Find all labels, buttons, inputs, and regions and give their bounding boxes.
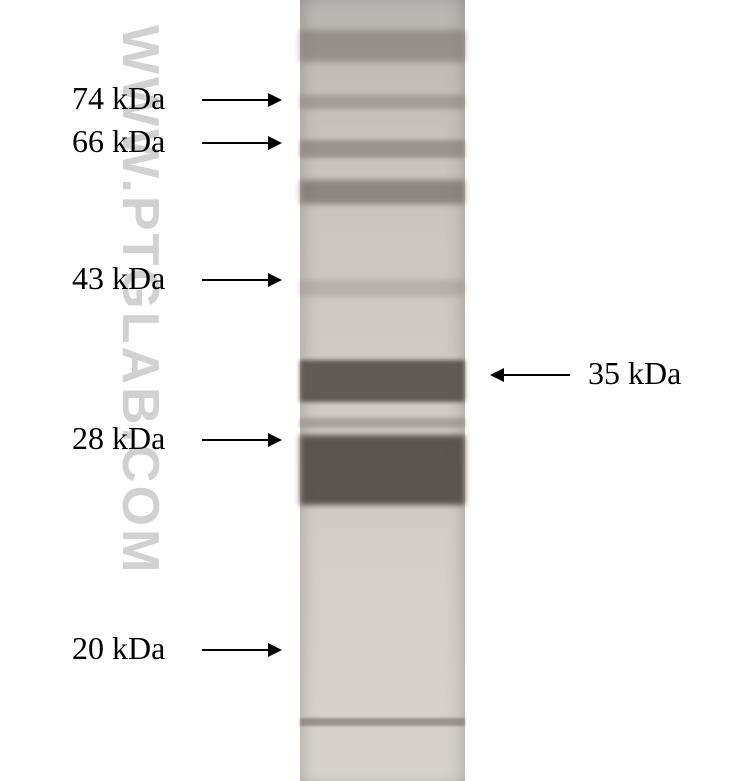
gel-band	[300, 140, 465, 158]
gel-band	[300, 418, 465, 428]
marker-label: 43 kDa	[72, 260, 165, 297]
gel-band	[300, 280, 465, 296]
gel-band	[300, 180, 465, 204]
arrow-right-icon	[202, 433, 282, 447]
marker-label: 20 kDa	[72, 630, 165, 667]
gel-lane	[300, 0, 465, 781]
arrow-right-icon	[202, 136, 282, 150]
arrow-right-icon	[202, 273, 282, 287]
arrow-right-icon	[202, 643, 282, 657]
gel-container: WWW.PTGLAB.COM 74 kDa66 kDa43 kDa28 kDa2…	[0, 0, 740, 781]
marker-label: 28 kDa	[72, 420, 165, 457]
gel-band	[300, 718, 465, 726]
gel-band	[300, 360, 465, 402]
gel-band	[300, 30, 465, 62]
marker-label: 35 kDa	[588, 355, 681, 392]
gel-lane-background	[300, 0, 465, 781]
marker-label: 74 kDa	[72, 80, 165, 117]
arrow-right-icon	[202, 93, 282, 107]
gel-band	[300, 95, 465, 109]
gel-band	[300, 435, 465, 505]
arrow-left-icon	[490, 368, 570, 382]
marker-label: 66 kDa	[72, 123, 165, 160]
